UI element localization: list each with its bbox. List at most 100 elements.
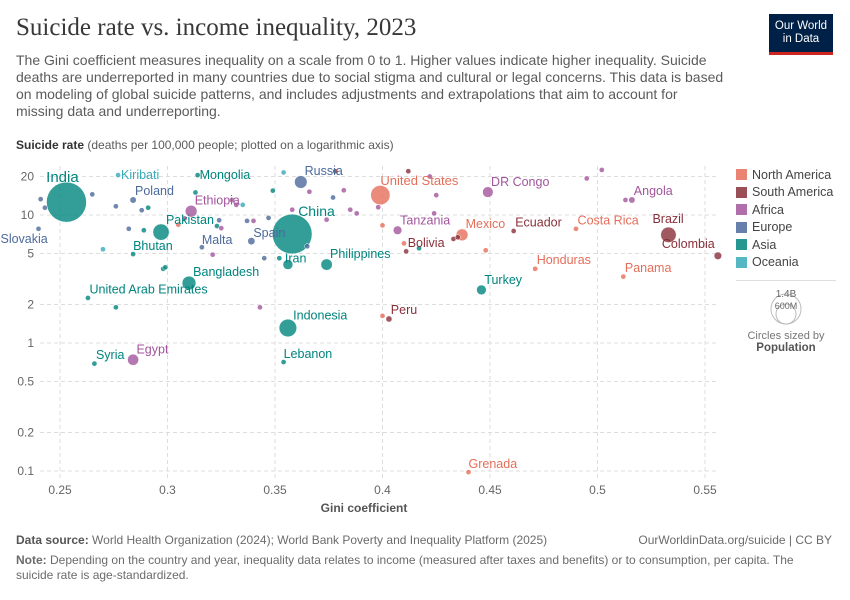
- data-point-poland[interactable]: [129, 196, 137, 204]
- data-point-syria[interactable]: [91, 360, 98, 367]
- data-point-tanzania[interactable]: [392, 225, 403, 235]
- data-point-panama[interactable]: [620, 273, 627, 280]
- point-label: Angola: [634, 184, 673, 198]
- point-label: Slovakia: [0, 232, 47, 246]
- data-point-ecuador[interactable]: [510, 228, 517, 234]
- data-point[interactable]: [598, 167, 605, 173]
- data-point-iran[interactable]: [282, 259, 294, 270]
- legend-item-south-america[interactable]: South America: [736, 184, 833, 202]
- data-point[interactable]: [229, 197, 235, 203]
- legend-item-europe[interactable]: Europe: [736, 219, 833, 237]
- data-point-dr-congo[interactable]: [482, 186, 494, 198]
- data-point-grenada[interactable]: [465, 469, 472, 475]
- legend-item-africa[interactable]: Africa: [736, 201, 833, 219]
- data-point[interactable]: [379, 222, 386, 229]
- data-point-bangladesh[interactable]: [181, 275, 197, 291]
- data-point[interactable]: [622, 197, 629, 203]
- data-point[interactable]: [482, 247, 489, 254]
- data-point-lebanon[interactable]: [280, 359, 287, 365]
- data-point[interactable]: [265, 215, 272, 221]
- data-point[interactable]: [162, 264, 169, 271]
- data-point[interactable]: [454, 234, 461, 241]
- data-point[interactable]: [239, 202, 246, 208]
- data-point-indonesia[interactable]: [278, 318, 297, 338]
- data-point[interactable]: [405, 168, 412, 175]
- data-point-brazil[interactable]: [660, 226, 677, 243]
- data-point[interactable]: [100, 246, 106, 253]
- data-point[interactable]: [113, 304, 119, 311]
- legend-item-north-america[interactable]: North America: [736, 166, 833, 184]
- data-point[interactable]: [250, 218, 257, 224]
- data-point[interactable]: [401, 240, 407, 247]
- data-point[interactable]: [280, 169, 287, 176]
- data-point[interactable]: [289, 206, 296, 213]
- data-point-united-states[interactable]: [370, 185, 391, 206]
- data-point[interactable]: [216, 217, 222, 224]
- data-point-colombia[interactable]: [713, 251, 722, 260]
- data-point-spain[interactable]: [247, 237, 256, 246]
- data-point[interactable]: [192, 189, 199, 196]
- data-point-turkey[interactable]: [476, 284, 487, 296]
- data-point[interactable]: [141, 227, 147, 234]
- data-point[interactable]: [332, 168, 339, 175]
- data-point-russia[interactable]: [294, 175, 308, 189]
- data-point[interactable]: [426, 173, 433, 180]
- data-point[interactable]: [270, 187, 276, 194]
- data-point-malta[interactable]: [199, 244, 205, 251]
- data-point[interactable]: [175, 221, 182, 228]
- data-point[interactable]: [233, 202, 240, 208]
- data-point[interactable]: [244, 218, 250, 224]
- data-point-bhutan[interactable]: [130, 251, 136, 257]
- data-point-slovakia[interactable]: [35, 225, 42, 232]
- data-point[interactable]: [323, 216, 330, 223]
- data-point[interactable]: [304, 243, 311, 250]
- data-point[interactable]: [125, 225, 132, 232]
- data-point-peru[interactable]: [385, 315, 393, 323]
- data-point-ethiopia[interactable]: [184, 205, 198, 218]
- data-point-egypt[interactable]: [127, 353, 139, 366]
- data-point[interactable]: [42, 204, 48, 211]
- point-label: Russia: [305, 164, 343, 178]
- data-point-bolivia[interactable]: [403, 248, 409, 255]
- data-point-mongolia[interactable]: [194, 172, 201, 178]
- data-point[interactable]: [583, 175, 590, 182]
- data-point[interactable]: [431, 210, 437, 217]
- region-legend: North America South America Africa Europe As…: [736, 166, 833, 271]
- data-point[interactable]: [340, 187, 347, 194]
- data-point-china[interactable]: [272, 213, 313, 255]
- data-point[interactable]: [218, 225, 225, 231]
- data-point-united-arab-emirates[interactable]: [85, 295, 91, 301]
- data-point[interactable]: [145, 204, 151, 211]
- data-point-honduras[interactable]: [532, 265, 539, 272]
- data-point[interactable]: [113, 203, 119, 210]
- legend-swatch: [736, 169, 747, 181]
- data-point-india[interactable]: [46, 181, 87, 223]
- data-point-costa-rica[interactable]: [573, 225, 579, 232]
- point-label: Poland: [135, 184, 174, 198]
- data-point[interactable]: [379, 312, 386, 319]
- data-point[interactable]: [89, 191, 96, 198]
- data-point[interactable]: [375, 204, 382, 211]
- legend-item-asia[interactable]: Asia: [736, 236, 833, 254]
- data-point-angola[interactable]: [628, 196, 636, 204]
- data-point[interactable]: [347, 206, 354, 213]
- data-point-pakistan[interactable]: [152, 223, 170, 241]
- owid-logo[interactable]: Our World in Data: [769, 14, 833, 55]
- source-link[interactable]: OurWorldinData.org/suicide | CC BY: [638, 533, 832, 547]
- data-point[interactable]: [37, 196, 44, 202]
- data-point[interactable]: [353, 210, 360, 217]
- data-point[interactable]: [276, 255, 283, 262]
- data-point-philippines[interactable]: [320, 258, 333, 271]
- data-point[interactable]: [209, 251, 216, 258]
- data-point[interactable]: [330, 194, 336, 201]
- data-point[interactable]: [306, 188, 313, 195]
- data-point[interactable]: [257, 304, 263, 311]
- data-point[interactable]: [261, 255, 268, 262]
- legend-item-oceania[interactable]: Oceania: [736, 254, 833, 272]
- data-point[interactable]: [433, 192, 440, 198]
- data-point[interactable]: [138, 207, 145, 214]
- data-point[interactable]: [416, 245, 422, 252]
- data-point-kiribati[interactable]: [115, 172, 121, 178]
- y-tick-label: 0.5: [17, 375, 34, 389]
- data-point[interactable]: [181, 215, 188, 222]
